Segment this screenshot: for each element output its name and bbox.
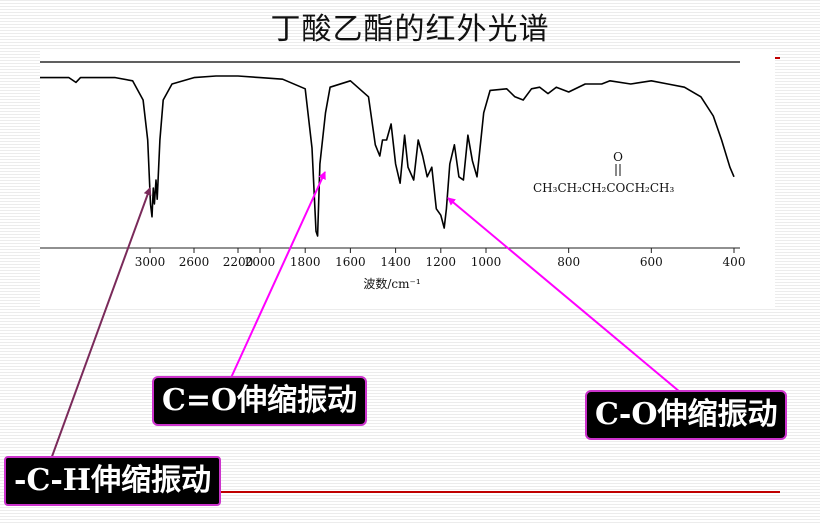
x-axis-label: 波数/cm⁻¹	[363, 276, 420, 291]
x-tick-label: 2600	[179, 255, 210, 269]
co-single-stretch-label: C-O伸缩振动	[585, 390, 788, 440]
x-tick-label: 2200	[223, 255, 254, 269]
x-tick-label: 1400	[380, 255, 411, 269]
co-double-stretch-label: C=O伸缩振动	[152, 376, 368, 426]
x-tick-label: 3000	[135, 255, 166, 269]
ir-spectrum-panel: 3000 2600 2200 2000 1800 1600 1400 1200 1000 800 6…	[40, 50, 775, 308]
carbonyl-oxygen: O	[613, 150, 623, 164]
x-tick-label: 1600	[335, 255, 366, 269]
co-double-stretch-arrow	[229, 171, 326, 381]
slide-title: 丁酸乙酯的红外光谱	[270, 12, 550, 47]
ch-stretch-label: -C-H伸缩振动	[4, 456, 222, 506]
x-tick-label: 1800	[290, 255, 321, 269]
x-tick-label: 600	[640, 255, 663, 269]
x-tick-label: 800	[557, 255, 580, 269]
x-tick-label: 1000	[471, 255, 502, 269]
structure-formula-group: O CH₃CH₂CH₂COCH₂CH₃	[533, 150, 674, 195]
spectrum-line	[40, 75, 735, 237]
structure-formula: CH₃CH₂CH₂COCH₂CH₃	[533, 181, 674, 195]
x-tick-label: 2000	[245, 255, 276, 269]
x-tick-label: 400	[723, 255, 746, 269]
co-single-stretch-arrow	[447, 197, 681, 393]
ch-stretch-arrow	[49, 187, 152, 463]
decorative-red-line	[220, 491, 780, 493]
x-tick-label: 1200	[426, 255, 457, 269]
